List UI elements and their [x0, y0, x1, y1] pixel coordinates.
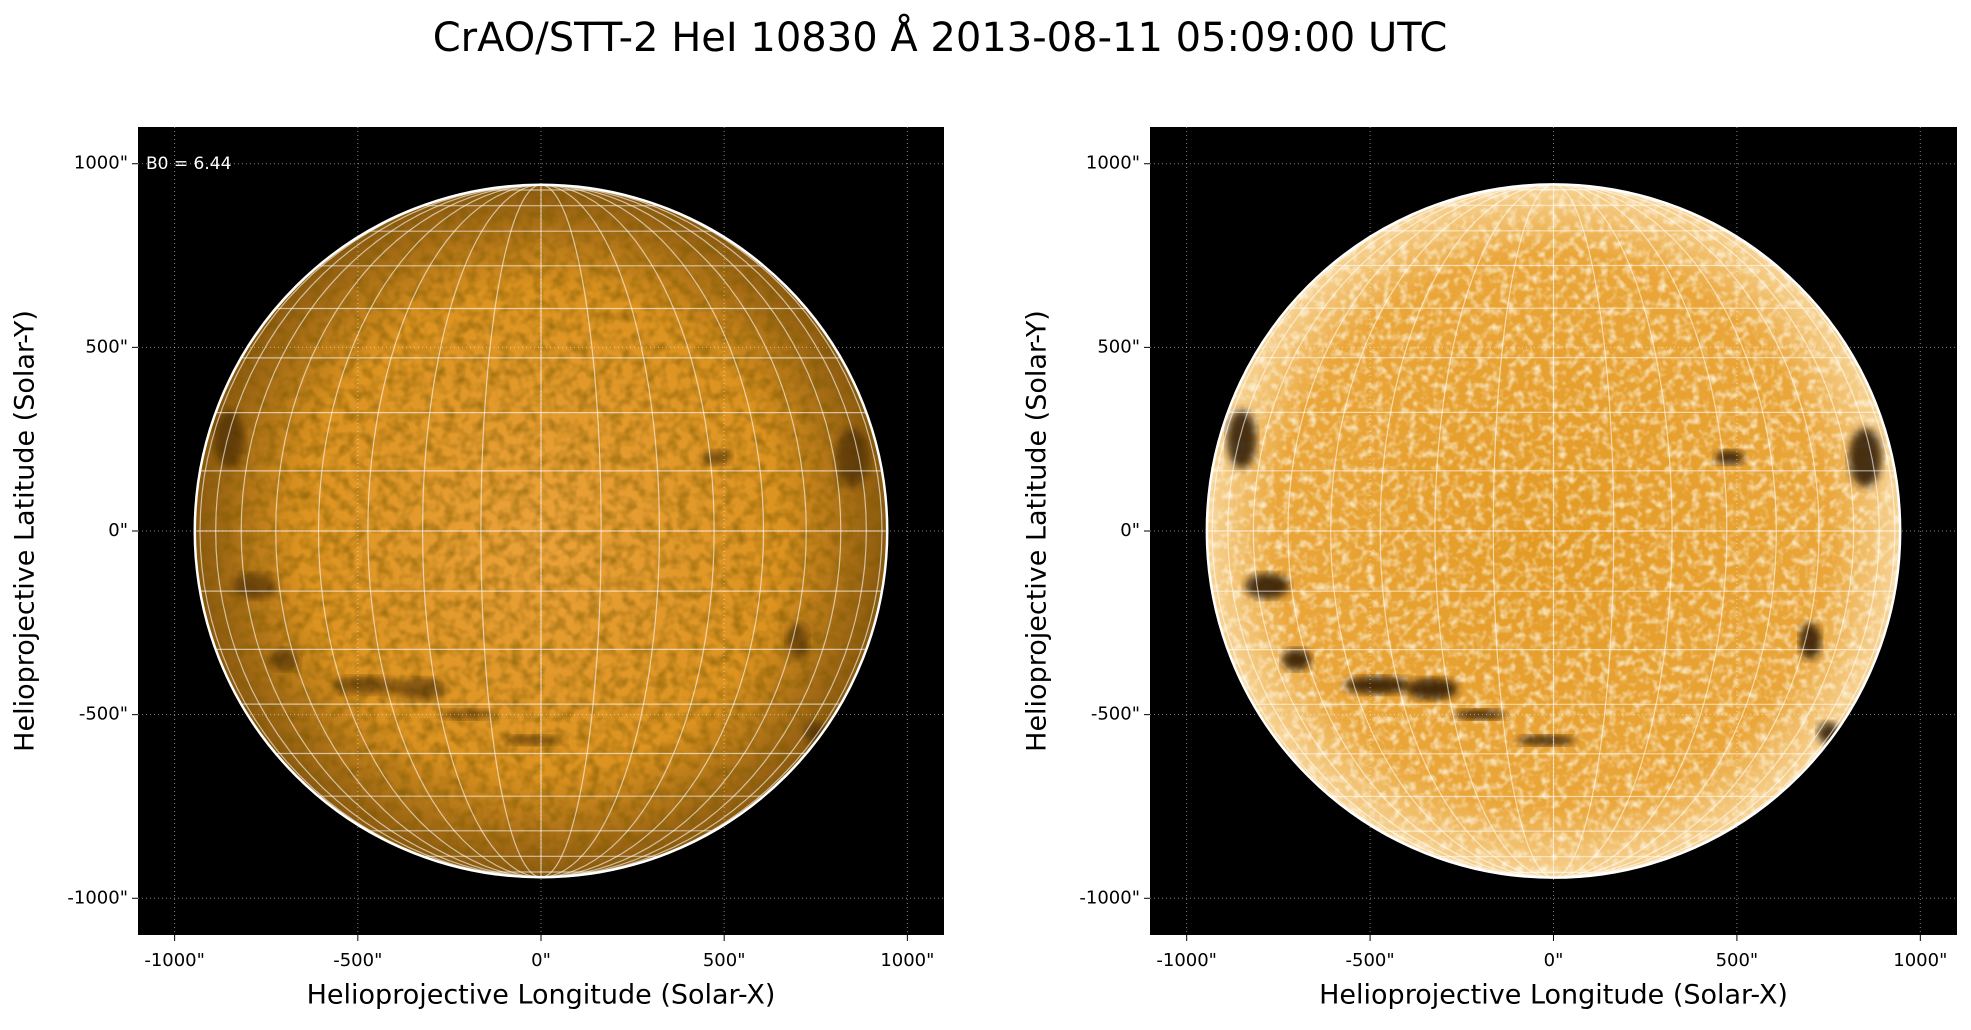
- panel: -1000" -500" 0" 500" 1000" -1000" -500" 0" 500" 1…: [1022, 127, 1957, 1011]
- filament: [394, 677, 446, 700]
- y-tick-label: -500": [1091, 704, 1140, 725]
- x-tick-label: -1000": [144, 950, 205, 971]
- filament: [233, 573, 278, 599]
- filament: [1282, 648, 1312, 671]
- y-tick-label: -500": [79, 704, 128, 725]
- x-tick-label: -1000": [1156, 950, 1217, 971]
- x-tick-label: 500": [1716, 950, 1759, 971]
- x-tick-label: 500": [703, 950, 746, 971]
- x-tick-label: 0": [531, 950, 551, 971]
- x-tick-label: 1000": [880, 950, 934, 971]
- x-tick-label: 0": [1544, 950, 1564, 971]
- filament: [1516, 735, 1576, 746]
- y-tick-label: 1000": [74, 153, 128, 174]
- x-axis-label: Helioprojective Longitude (Solar-X): [307, 980, 776, 1011]
- filament: [442, 709, 494, 720]
- filament: [269, 648, 300, 671]
- filament: [1799, 622, 1822, 660]
- x-axis-label: Helioprojective Longitude (Solar-X): [1319, 980, 1788, 1011]
- filament: [835, 428, 869, 487]
- y-tick-label: 500": [1097, 336, 1140, 357]
- filament: [214, 409, 245, 469]
- filament: [702, 450, 732, 465]
- x-tick-label: -500": [1346, 950, 1395, 971]
- y-axis-label: Helioprojective Latitude (Solar-Y): [1022, 310, 1053, 752]
- filament: [1344, 676, 1411, 695]
- y-tick-label: 500": [85, 336, 128, 357]
- figure-title: CrAO/STT-2 HeI 10830 Å 2013-08-11 05:09:…: [433, 13, 1448, 61]
- filament: [1406, 677, 1459, 700]
- filament: [1245, 573, 1290, 599]
- filament: [1714, 450, 1745, 465]
- filament: [1227, 409, 1257, 469]
- y-tick-label: -1000": [1079, 887, 1140, 908]
- y-tick-label: 1000": [1086, 153, 1140, 174]
- filament: [1848, 428, 1882, 487]
- x-tick-label: 1000": [1893, 950, 1947, 971]
- filament: [332, 676, 399, 695]
- filament: [504, 735, 563, 746]
- y-tick-label: -1000": [67, 887, 128, 908]
- annotation: B0 = 6.44: [146, 154, 231, 174]
- y-tick-label: 0": [108, 520, 128, 541]
- filament: [786, 622, 809, 660]
- filament: [1454, 709, 1506, 720]
- y-axis-label: Helioprojective Latitude (Solar-Y): [10, 310, 41, 752]
- panel: -1000" -500" 0" 500" 1000" -1000" -500" 0" 500" 1…: [10, 127, 944, 1011]
- x-tick-label: -500": [333, 950, 382, 971]
- y-tick-label: 0": [1120, 520, 1140, 541]
